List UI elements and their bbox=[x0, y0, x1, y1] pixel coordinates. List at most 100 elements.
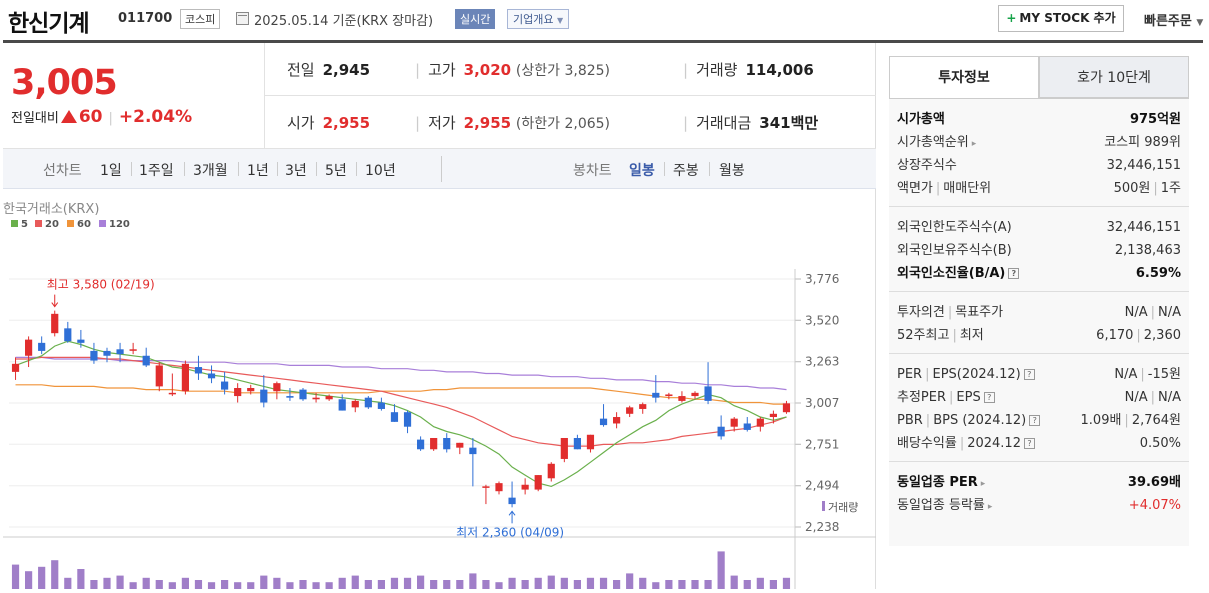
plus-icon: + bbox=[1006, 11, 1017, 25]
y-tick-label: 3,263 bbox=[805, 355, 839, 369]
realtime-badge[interactable]: 실시간 bbox=[455, 9, 496, 29]
trade-unit-label: 매매단위 bbox=[943, 181, 992, 196]
candle-body bbox=[782, 403, 791, 413]
base-date: 2025.05.14 기준(KRX 장마감) bbox=[254, 14, 434, 29]
market-cap-rank-row[interactable]: 시가총액순위 ▸ 코스피 989위 bbox=[897, 131, 1181, 154]
volume-bar bbox=[639, 577, 647, 593]
foreign-ratio-label-wrap: 외국인소진율(B/A)? bbox=[897, 262, 1020, 285]
company-info-dropdown[interactable]: 기업개요 ▼ bbox=[507, 9, 570, 29]
candle-body bbox=[639, 404, 647, 409]
chevron-right-icon: ▸ bbox=[980, 479, 986, 489]
est-per-labels: 추정PER | EPS? bbox=[897, 386, 995, 409]
volume-bar bbox=[534, 577, 542, 593]
help-icon[interactable]: ? bbox=[983, 392, 995, 403]
legend-swatch bbox=[11, 220, 18, 227]
divider bbox=[664, 162, 665, 176]
candle-chart-label: 봉차트 bbox=[573, 163, 612, 179]
per-labels: PER | EPS(2024.12)? bbox=[897, 363, 1035, 386]
pbr-row: PBR | BPS (2024.12)? 1.09배 | 2,764원 bbox=[897, 409, 1181, 432]
period-1d[interactable]: 1일 bbox=[100, 163, 122, 179]
help-icon[interactable]: ? bbox=[1023, 369, 1035, 380]
company-info-label: 기업개요 bbox=[513, 13, 554, 26]
candle-body bbox=[691, 392, 699, 397]
candle-body bbox=[469, 447, 477, 455]
volume-bar bbox=[325, 582, 333, 593]
candle-body bbox=[247, 388, 255, 392]
quick-order-button[interactable]: 빠른주문 ▼ bbox=[1144, 10, 1203, 29]
calendar-icon bbox=[236, 12, 249, 25]
mystock-label: MY STOCK 추가 bbox=[1019, 11, 1116, 25]
market-cap-rank-value: 코스피 989위 bbox=[1104, 135, 1181, 150]
dividend-labels: 배당수익률 | 2024.12? bbox=[897, 432, 1035, 455]
period-3y[interactable]: 3년 bbox=[285, 163, 307, 179]
foreign-limit-row: 외국인한도주식수(A) 32,446,151 bbox=[897, 216, 1181, 239]
candle-daily[interactable]: 일봉 bbox=[629, 163, 655, 179]
volume-bar bbox=[560, 577, 568, 593]
chart-svg[interactable]: 한국거래소(KRX) 5 20 60 120 3,776 3,520 3,263 3,007 2,… bbox=[3, 189, 876, 593]
help-icon[interactable]: ? bbox=[1008, 268, 1020, 279]
period-5y[interactable]: 5년 bbox=[325, 163, 347, 179]
market-cap-rank-label-wrap: 시가총액순위 ▸ bbox=[897, 131, 976, 156]
est-per-value: N/A bbox=[1124, 390, 1148, 405]
help-icon[interactable]: ? bbox=[1023, 438, 1035, 449]
volume-bar bbox=[508, 577, 516, 593]
pbr-label: PBR bbox=[897, 413, 923, 428]
period-3m[interactable]: 3개월 bbox=[193, 163, 228, 179]
listed-shares-value: 32,446,151 bbox=[1106, 158, 1181, 173]
legend-swatch bbox=[35, 220, 42, 227]
candle-monthly[interactable]: 월봉 bbox=[719, 163, 745, 179]
volume-bar bbox=[495, 582, 503, 593]
candle-body bbox=[390, 412, 399, 422]
candle-weekly[interactable]: 주봉 bbox=[673, 163, 699, 179]
open-price: 시가 2,955 bbox=[287, 112, 370, 133]
candle-body bbox=[626, 407, 634, 414]
volume-bar bbox=[691, 580, 699, 593]
candle-body bbox=[286, 396, 294, 398]
volume-bar bbox=[704, 580, 712, 593]
volume-bar bbox=[717, 551, 725, 593]
open-label: 시가 bbox=[287, 114, 315, 132]
candle-body bbox=[351, 400, 359, 408]
tab-invest-info[interactable]: 투자정보 bbox=[889, 56, 1039, 98]
volume-bar bbox=[168, 582, 176, 593]
per-value: N/A bbox=[1114, 367, 1138, 382]
industry-per-label-wrap: 동일업종 PER ▸ bbox=[897, 471, 985, 496]
volume-bar bbox=[299, 580, 307, 593]
industry-rate-label-wrap: 동일업종 등락률 ▸ bbox=[897, 494, 992, 519]
candle-body bbox=[456, 442, 464, 448]
quick-order-label: 빠른주문 bbox=[1144, 14, 1192, 29]
target-label: 목표주가 bbox=[955, 305, 1004, 320]
week52-low: 2,360 bbox=[1143, 328, 1181, 343]
volume-bar bbox=[626, 573, 634, 593]
volume-bar bbox=[443, 580, 451, 593]
period-1w[interactable]: 1주일 bbox=[139, 163, 174, 179]
est-per-values: N/A | N/A bbox=[1124, 390, 1181, 405]
amount-label: 거래대금 bbox=[696, 114, 752, 132]
period-1y[interactable]: 1년 bbox=[247, 163, 269, 179]
period-10y[interactable]: 10년 bbox=[365, 163, 396, 179]
candle-body bbox=[11, 363, 20, 372]
price-change: 전일대비 60 | +2.04% bbox=[11, 107, 192, 127]
mystock-add-button[interactable]: + MY STOCK 추가 bbox=[998, 5, 1124, 32]
prev-close-label: 전일 bbox=[287, 61, 315, 79]
tab-order-book[interactable]: 호가 10단계 bbox=[1039, 56, 1189, 98]
industry-rate-row[interactable]: 동일업종 등락률 ▸ +4.07% bbox=[897, 494, 1181, 517]
volume-bar bbox=[90, 580, 98, 593]
industry-per-row[interactable]: 동일업종 PER ▸ 39.69배 bbox=[897, 471, 1181, 494]
listed-shares-row: 상장주식수 32,446,151 bbox=[897, 154, 1181, 177]
candle-body bbox=[403, 412, 412, 427]
volume-legend-swatch bbox=[822, 501, 825, 511]
candle-body bbox=[181, 363, 189, 392]
candle-body bbox=[155, 365, 163, 387]
price-chart[interactable]: 한국거래소(KRX) 5 20 60 120 3,776 3,520 3,263 3,007 2,… bbox=[3, 189, 876, 593]
dividend-row: 배당수익률 | 2024.12? 0.50% bbox=[897, 432, 1181, 455]
volume-bar bbox=[613, 580, 621, 593]
help-icon[interactable]: ? bbox=[1029, 415, 1041, 426]
candle-body bbox=[234, 388, 242, 397]
dividend-label: 배당수익률 bbox=[897, 436, 957, 451]
candle-body bbox=[364, 397, 372, 408]
ma60-line bbox=[15, 384, 787, 405]
volume-bar bbox=[142, 577, 150, 593]
volume-bar bbox=[430, 580, 438, 593]
opinion-values: N/A | N/A bbox=[1124, 305, 1181, 320]
